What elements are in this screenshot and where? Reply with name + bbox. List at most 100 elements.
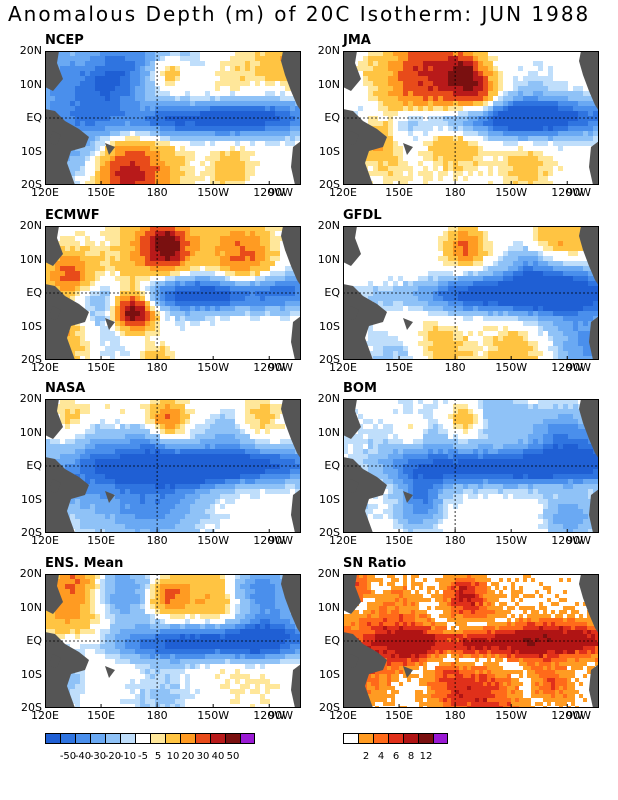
anomaly-field-map	[45, 51, 301, 185]
colorbar-label: -40	[74, 751, 92, 762]
map-panel-jma: JMA 20N 10N EQ 10S 20S 120E 150E 180 150W 120W 90W	[318, 33, 599, 199]
lon-tick-label: 150W	[495, 361, 528, 374]
lon-tick-label: 150W	[197, 361, 230, 374]
colorbar-swatch	[343, 733, 358, 744]
panel-title: ENS. Mean	[45, 556, 124, 571]
panel-title: BOM	[343, 381, 377, 396]
colorbar-swatch	[150, 733, 165, 744]
colorbar-swatch	[433, 733, 448, 744]
anomaly-field-map	[45, 226, 301, 360]
land-mask-2	[49, 479, 61, 493]
lon-tick-label: 150W	[495, 709, 528, 722]
lat-tick-label: 20S	[21, 353, 42, 366]
colorbar-swatch	[45, 733, 60, 744]
land-mask-0	[343, 51, 361, 91]
colorbar-swatch	[225, 733, 240, 744]
figure-title: Anomalous Depth (m) of 20C Isotherm: JUN…	[8, 2, 591, 26]
colorbar-swatch	[60, 733, 75, 744]
land-mask-0	[343, 226, 361, 266]
lat-tick-label: 20N	[19, 44, 42, 57]
lon-tick-label: 120E	[31, 186, 59, 199]
lat-tick-label: EQ	[324, 459, 340, 472]
lat-tick-label: 20S	[319, 701, 340, 714]
anomaly-field-map	[343, 574, 599, 708]
lat-tick-label: EQ	[26, 286, 42, 299]
land-mask-5	[291, 316, 301, 360]
colorbar-swatch	[135, 733, 150, 744]
lat-tick-label: 20S	[21, 526, 42, 539]
land-mask-3	[105, 491, 115, 503]
lat-tick-label: 20S	[319, 178, 340, 191]
land-mask-4	[579, 574, 599, 634]
lon-tick-label: 180	[146, 186, 168, 199]
lon-tick-label: 90W	[566, 186, 591, 199]
land-mask-0	[45, 574, 63, 614]
land-mask-4	[579, 399, 599, 459]
lon-tick-label: 120W	[253, 361, 286, 374]
colorbar-swatch	[165, 733, 180, 744]
colorbar-label: 12	[419, 751, 433, 762]
colorbar-label: 6	[392, 751, 400, 762]
colorbar-swatch	[180, 733, 195, 744]
colorbar-swatch	[388, 733, 403, 744]
map-panel-ecmwf: ECMWF 20N 10N EQ 10S 20S 120E 150E 180 150W 120W 90…	[20, 208, 301, 374]
anomaly-colorbar	[45, 733, 255, 744]
colorbar-label: 40	[211, 751, 225, 762]
lon-tick-label: 120E	[31, 709, 59, 722]
lon-tick-label: 180	[444, 361, 466, 374]
lon-tick-label: 120W	[253, 709, 286, 722]
lat-tick-label: EQ	[324, 111, 340, 124]
land-mask-4	[281, 574, 301, 634]
colorbar-swatch	[418, 733, 433, 744]
land-mask-5	[589, 141, 599, 185]
lat-tick-label: EQ	[26, 634, 42, 647]
map-panel-gfdl: GFDL 20N 10N EQ 10S 20S 120E 150E 180 150W 120W 90W	[318, 208, 599, 374]
lon-tick-label: 150E	[385, 361, 414, 374]
lat-tick-label: 10S	[21, 667, 42, 681]
lon-tick-label: 120W	[253, 534, 286, 547]
colorbar-swatch	[120, 733, 135, 744]
land-mask-2	[347, 306, 359, 320]
lon-tick-label: 120E	[31, 534, 59, 547]
lat-tick-label: 10S	[319, 492, 340, 506]
map-panel-ens-mean: ENS. Mean 20N 10N EQ 10S 20S 120E 150E 180 150W 12…	[20, 556, 301, 722]
lon-tick-label: 180	[444, 534, 466, 547]
lat-tick-label: 20N	[317, 219, 340, 232]
colorbar-swatch	[105, 733, 120, 744]
land-mask-5	[589, 316, 599, 360]
land-mask-5	[589, 489, 599, 533]
lon-tick-label: 120W	[551, 361, 584, 374]
panel-title: JMA	[343, 33, 371, 48]
land-mask-1	[343, 109, 387, 185]
colorbar-label: 2	[362, 751, 370, 762]
lon-tick-label: 90W	[566, 361, 591, 374]
land-mask-1	[45, 457, 89, 533]
land-mask-4	[579, 226, 599, 286]
lat-tick-label: EQ	[26, 111, 42, 124]
lat-tick-label: 10N	[19, 600, 42, 614]
lat-tick-label: 10N	[317, 600, 340, 614]
lat-tick-label: 10N	[19, 425, 42, 439]
lon-tick-label: 150W	[495, 186, 528, 199]
lat-tick-label: 10S	[21, 319, 42, 333]
colorbar-swatch	[210, 733, 225, 744]
colorbar-swatch	[195, 733, 210, 744]
land-mask-3	[403, 491, 413, 503]
land-mask-1	[343, 632, 387, 708]
land-mask-2	[49, 306, 61, 320]
lon-tick-label: 120W	[551, 709, 584, 722]
panel-title: NCEP	[45, 33, 84, 48]
land-mask-5	[291, 141, 301, 185]
lat-tick-label: 10N	[19, 252, 42, 266]
land-mask-1	[45, 109, 89, 185]
lat-tick-label: 20S	[21, 178, 42, 191]
lat-tick-label: 20N	[317, 392, 340, 405]
land-mask-0	[343, 574, 361, 614]
land-mask-2	[49, 131, 61, 145]
land-mask-3	[403, 318, 413, 330]
land-mask-5	[589, 664, 599, 708]
lat-tick-label: 20N	[19, 219, 42, 232]
land-mask-1	[343, 457, 387, 533]
lat-tick-label: EQ	[324, 286, 340, 299]
lon-tick-label: 90W	[268, 709, 293, 722]
